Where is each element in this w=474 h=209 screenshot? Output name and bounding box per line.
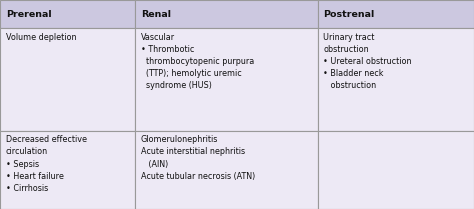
Bar [318,0,474,28]
Bar [0,131,135,209]
Text: Vascular
• Thrombotic
  thrombocytopenic purpura
  (TTP); hemolytic uremic
  syn: Vascular • Thrombotic thrombocytopenic p… [141,33,254,90]
Text: Decreased effective
circulation
• Sepsis
• Heart failure
• Cirrhosis: Decreased effective circulation • Sepsis… [6,135,87,193]
Bar [135,28,318,131]
Bar [318,28,474,131]
Bar [318,131,474,209]
Text: Glomerulonephritis
Acute interstitial nephritis
   (AIN)
Acute tubular necrosis : Glomerulonephritis Acute interstitial ne… [141,135,255,181]
Bar [135,131,318,209]
Bar [135,0,318,28]
Bar [0,28,135,131]
Text: Renal: Renal [141,10,171,19]
Text: Postrenal: Postrenal [323,10,374,19]
Bar [0,0,135,28]
Text: Urinary tract
obstruction
• Ureteral obstruction
• Bladder neck
   obstruction: Urinary tract obstruction • Ureteral obs… [323,33,412,90]
Text: Prerenal: Prerenal [6,10,51,19]
Text: Volume depletion: Volume depletion [6,33,76,42]
